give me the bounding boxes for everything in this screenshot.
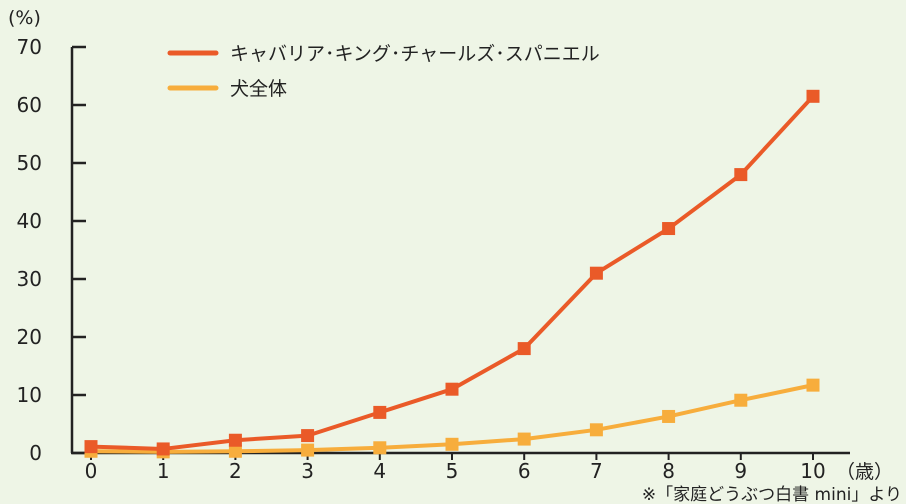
- series-1: [84, 89, 820, 456]
- x-tick-label: 9: [734, 459, 747, 483]
- data-point: [589, 266, 603, 280]
- data-point: [301, 429, 315, 443]
- y-axis-ticks: 0 10 20 30 40 50 60 70: [17, 35, 86, 465]
- data-point: [84, 440, 98, 454]
- x-tick-label: 4: [373, 459, 386, 483]
- x-tick-label: 5: [446, 459, 459, 483]
- x-axis-ticks: 0 1 2 3 4 5 6 7 8 9 10: [85, 453, 826, 483]
- x-tick-label: 0: [85, 459, 98, 483]
- data-point: [445, 437, 459, 451]
- data-point: [806, 378, 820, 392]
- x-tick-label: 10: [800, 459, 825, 483]
- data-point: [156, 442, 170, 456]
- x-tick-label: 2: [229, 459, 242, 483]
- series-line: [90, 94, 815, 451]
- x-tick-label: 7: [590, 459, 603, 483]
- x-tick-label: 8: [662, 459, 675, 483]
- data-point: [734, 168, 748, 182]
- data-point: [228, 444, 242, 458]
- y-tick-label: 10: [17, 383, 42, 407]
- y-tick-label: 40: [17, 209, 42, 233]
- data-point: [662, 222, 676, 236]
- legend-label-2: 犬全体: [230, 78, 287, 100]
- y-tick-label: 0: [29, 441, 42, 465]
- y-tick-label: 60: [17, 93, 42, 117]
- x-tick-label: 1: [157, 459, 170, 483]
- y-tick-label: 50: [17, 151, 42, 175]
- y-axis-unit-label: (%): [8, 7, 41, 29]
- x-tick-label: 3: [301, 459, 314, 483]
- data-point: [301, 443, 315, 457]
- x-tick-label: 6: [518, 459, 531, 483]
- data-point: [589, 423, 603, 437]
- y-tick-label: 30: [17, 267, 42, 291]
- data-point: [734, 393, 748, 407]
- source-note: ※「家庭どうぶつ白書 mini」より: [642, 485, 902, 504]
- x-axis-unit-label: （歳）: [836, 461, 893, 483]
- y-tick-label: 20: [17, 325, 42, 349]
- data-point: [806, 89, 820, 103]
- series-layer: [84, 89, 820, 459]
- data-point: [517, 432, 531, 446]
- y-tick-label: 70: [17, 35, 42, 59]
- axes: [70, 47, 850, 455]
- data-point: [445, 382, 459, 396]
- data-point: [228, 433, 242, 447]
- data-point: [662, 409, 676, 423]
- legend-label-1: キャバリア･キング･チャールズ･スパニエル: [230, 43, 600, 65]
- data-point: [517, 342, 531, 356]
- data-point: [373, 405, 387, 419]
- data-point: [373, 441, 387, 455]
